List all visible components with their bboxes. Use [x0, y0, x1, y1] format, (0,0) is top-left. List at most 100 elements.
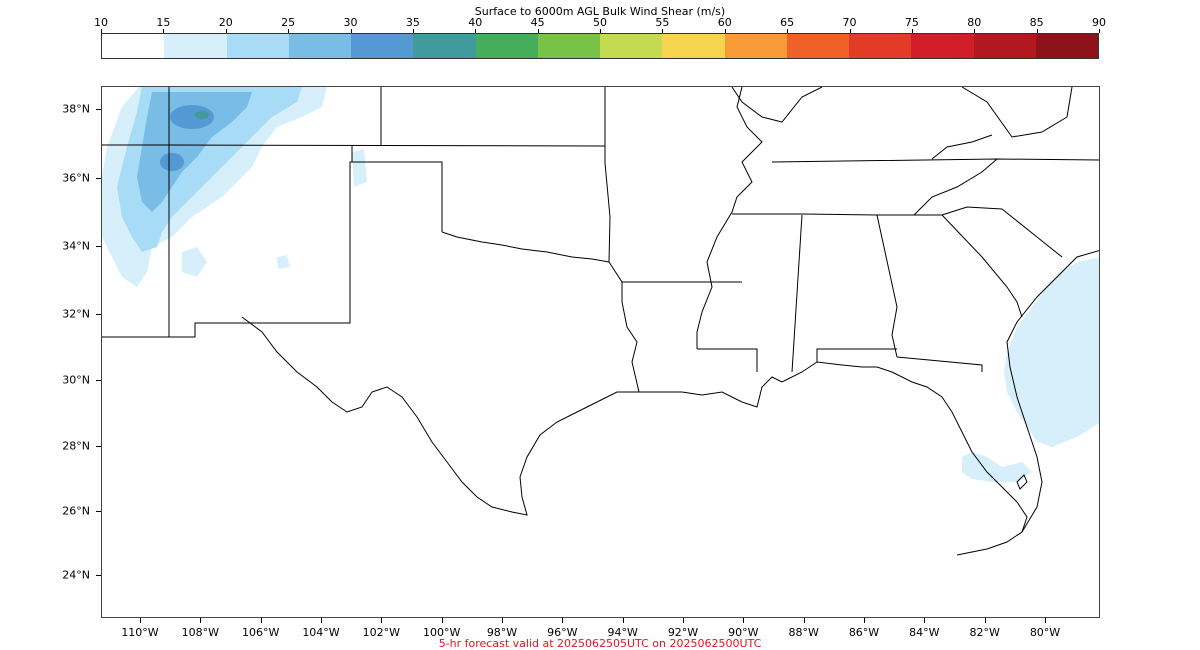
lake-okeechobee	[1016, 474, 1028, 490]
longitude-label: 104°W	[302, 626, 340, 639]
longitude-tick	[864, 618, 865, 623]
colorbar-tick-label: 65	[780, 16, 795, 29]
latitude-label: 30°N	[62, 373, 90, 387]
latitude-tick	[96, 446, 101, 447]
shear-area-light	[182, 247, 207, 277]
longitude-label: 90°W	[728, 626, 759, 639]
al-ga-border	[876, 214, 898, 358]
longitude-tick	[683, 618, 684, 623]
red-river	[441, 231, 610, 263]
ohio-wv	[961, 87, 1073, 138]
colorbar-tick-label: 30	[343, 16, 358, 29]
tn-nc-border	[913, 158, 998, 216]
colorbar-tick-mark	[537, 29, 539, 33]
ga-sc-border	[941, 214, 1023, 318]
shear-core-max	[195, 111, 209, 119]
ms-al-border	[791, 214, 803, 373]
colorbar-tick-label: 40	[468, 16, 483, 29]
colorbar-tick-label: 60	[717, 16, 732, 29]
longitude-tick	[140, 618, 141, 623]
colorbar	[101, 33, 1099, 59]
latitude-tick	[96, 575, 101, 576]
latitude-tick	[96, 380, 101, 381]
colorbar-tick-label: 85	[1029, 16, 1044, 29]
longitude-tick	[743, 618, 745, 623]
nm-texas-border	[169, 161, 443, 338]
colorbar-tick-mark	[849, 29, 851, 33]
shear-area-strong	[137, 92, 252, 212]
colorbar-tick-mark	[662, 29, 664, 33]
longitude-tick	[562, 618, 564, 623]
oklahoma-kansas-border	[167, 144, 606, 147]
ga-fl-border	[896, 356, 983, 372]
longitude-tick	[441, 618, 443, 623]
longitude-label: 82°W	[969, 626, 1000, 639]
colorbar-segment	[226, 34, 289, 58]
longitude-tick	[803, 618, 805, 623]
longitude-label: 102°W	[362, 626, 401, 639]
colorbar-segment	[600, 34, 663, 58]
latitude-label: 34°N	[62, 239, 90, 253]
longitude-tick	[984, 618, 986, 623]
longitude-tick	[260, 618, 262, 623]
shear-area-light	[962, 452, 1032, 482]
colorbar-tick-mark	[1099, 29, 1100, 33]
longitude-label: 80°W	[1029, 626, 1061, 639]
colorbar-tick-label: 15	[156, 16, 171, 29]
longitude-label: 92°W	[667, 626, 699, 639]
virginia	[931, 134, 993, 160]
shear-shading-west	[102, 87, 367, 287]
longitude-label: 98°W	[486, 626, 518, 639]
oklahoma-arkansas-border	[604, 87, 611, 263]
florida-atlantic-coast	[1006, 250, 1099, 533]
shear-core	[160, 153, 184, 171]
colorbar-segment	[786, 34, 849, 58]
longitude-tick	[502, 618, 503, 623]
longitude-label: 100°W	[422, 626, 461, 639]
latitude-label: 32°N	[62, 307, 90, 321]
colorbar-tick-label: 45	[530, 16, 545, 29]
longitude-label: 108°W	[181, 626, 220, 639]
colorbar-tick-label: 75	[904, 16, 919, 29]
latitude-label: 36°N	[62, 171, 90, 185]
longitude-label: 106°W	[241, 626, 280, 639]
colorbar-tick-label: 90	[1092, 16, 1106, 29]
longitude-tick	[1045, 618, 1046, 623]
colorbar-tick-label: 20	[218, 16, 233, 29]
latitude-tick	[96, 178, 101, 179]
latitude-label: 38°N	[62, 102, 90, 116]
ky-tn-border	[771, 158, 1099, 163]
gulf-coast	[519, 361, 1028, 556]
al-fl-border	[816, 348, 897, 362]
nc-sc-border	[941, 206, 1063, 258]
colorbar-segment	[102, 34, 165, 58]
latitude-tick	[96, 246, 101, 247]
shear-core	[170, 105, 214, 129]
colorbar-tick-mark	[350, 29, 352, 33]
shear-area-light	[352, 149, 367, 187]
colorbar-tick-mark	[225, 29, 227, 33]
longitude-label: 96°W	[547, 626, 578, 639]
colorbar-tick-mark	[163, 29, 165, 33]
colorbar-segment	[973, 34, 1036, 58]
colorbar-segment	[662, 34, 725, 58]
colorbar-tick-mark	[412, 29, 414, 33]
kentucky-north	[731, 87, 823, 123]
colorbar-segment	[288, 34, 351, 58]
latitude-label: 28°N	[62, 439, 90, 453]
colorbar-segment	[911, 34, 974, 58]
rio-grande	[102, 316, 528, 516]
map-frame	[101, 86, 1100, 618]
colorbar-tick-mark	[101, 29, 102, 33]
colorbar-tick-mark	[724, 29, 726, 33]
longitude-label: 86°W	[848, 626, 880, 639]
colorbar-tick-mark	[600, 29, 601, 33]
latitude-tick	[96, 109, 101, 110]
colorbar-tick-label: 80	[967, 16, 982, 29]
latitude-tick	[96, 314, 101, 315]
longitude-tick	[924, 618, 926, 623]
colorbar-segment	[351, 34, 414, 58]
colorbar-tick-label: 50	[593, 16, 607, 29]
colorbar-tick-label: 25	[281, 16, 296, 29]
longitude-tick	[381, 618, 383, 623]
